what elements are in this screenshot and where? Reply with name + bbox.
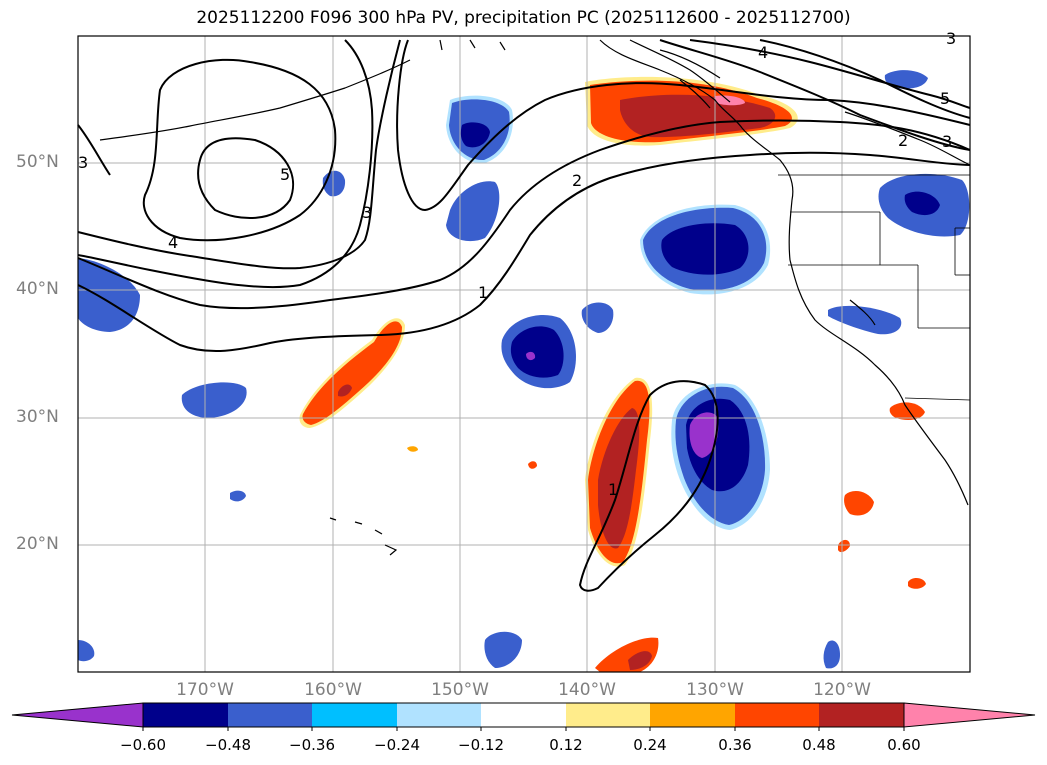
pv-contour-label: 5 <box>940 89 950 108</box>
pv-contour-label: 2 <box>898 131 908 150</box>
pv-contour-label: 4 <box>168 233 178 252</box>
colorbar-segment <box>650 703 735 727</box>
pv-contour-label: 1 <box>608 480 618 499</box>
colorbar-tick-label: −0.12 <box>458 736 504 754</box>
precip-positive-blob <box>528 461 537 469</box>
pv-contour-4-left <box>142 58 337 242</box>
lon-label-160w: 160°W <box>304 680 362 700</box>
colorbar-segment <box>819 703 904 727</box>
precip-negative-blob <box>689 412 719 458</box>
precip-negative-blob <box>510 326 564 378</box>
colorbar-segment <box>228 703 312 727</box>
precip-positive-blob <box>338 384 352 397</box>
pv-contour-label: 1 <box>478 283 488 302</box>
lat-label-20n: 20°N <box>16 534 59 554</box>
map-title: 2025112200 F096 300 hPa PV, precipitatio… <box>196 8 851 28</box>
precip-positive-blob <box>715 95 745 106</box>
colorbar-segment <box>481 703 566 727</box>
colorbar-tick-label: 0.48 <box>802 736 836 754</box>
precip-negative-blob <box>78 258 140 332</box>
pv-contour-label: 2 <box>572 171 582 190</box>
precip-positive-blob <box>844 490 874 516</box>
colorbar-segment <box>143 703 228 727</box>
contour-label-layer: 5 4 3 5 3 2 3 2 1 1 4 3 <box>78 29 956 499</box>
colorbar-segment <box>735 703 819 727</box>
graticule <box>78 36 970 672</box>
pv-contour-2-band <box>77 119 971 310</box>
colorbar-min-arrow <box>11 702 144 728</box>
precip-negative-blob <box>828 305 902 335</box>
pv-contour-label: 3 <box>362 203 372 222</box>
precip-negative-blob <box>661 223 749 275</box>
precip-positive-blob <box>620 94 776 138</box>
precip-positive-blob <box>302 321 402 425</box>
lon-label-120w: 120°W <box>813 680 871 700</box>
precip-negative-blob <box>904 191 940 216</box>
lat-label-40n: 40°N <box>16 279 59 299</box>
pv-contour-4-top <box>659 39 971 151</box>
plot-border <box>77 35 971 673</box>
pv-contour-1-band <box>77 151 971 353</box>
colorbar-segment <box>397 703 481 727</box>
precip-negative-blob <box>181 382 247 418</box>
precip-positive-blob <box>889 402 925 420</box>
precip-negative-blob <box>484 631 522 668</box>
pv-contour-label: 5 <box>280 165 290 184</box>
lat-label-30n: 30°N <box>16 407 59 427</box>
colorbar-max-arrow <box>903 702 1036 728</box>
precip-negative-blob <box>581 302 614 333</box>
precip-positive-blob <box>628 651 652 670</box>
pv-contour-5-top <box>689 39 971 109</box>
precip-negative-blob <box>526 351 536 361</box>
pv-contour-label: 3 <box>946 29 956 48</box>
pv-contour-label: 3 <box>942 132 952 151</box>
colorbar-segment <box>566 703 650 727</box>
precip-negative-blob <box>460 122 490 148</box>
pv-contours <box>77 39 971 592</box>
colorbar-segment <box>312 703 397 727</box>
lat-label-50n: 50°N <box>16 152 59 172</box>
pv-contour-label: 3 <box>78 153 88 172</box>
colorbar-tick-label: 0.36 <box>718 736 752 754</box>
lon-label-170w: 170°W <box>176 680 234 700</box>
pv-contour-label: 4 <box>758 43 768 62</box>
precip-negative-blob <box>446 181 500 242</box>
colorbar-tick-label: 0.12 <box>549 736 583 754</box>
precip-negative-blob <box>230 490 246 502</box>
precip-positive-blob <box>908 578 926 589</box>
pv-contour-1-loop <box>578 380 719 592</box>
precip-negative-blob <box>884 70 928 89</box>
lon-label-150w: 150°W <box>431 680 489 700</box>
lon-label-130w: 130°W <box>686 680 744 700</box>
colorbar-tick-label: −0.24 <box>374 736 420 754</box>
colorbar-tick-label: −0.60 <box>120 736 166 754</box>
precip-fill-layer <box>78 70 970 672</box>
colorbar-tick-label: −0.48 <box>205 736 251 754</box>
precip-positive-blob <box>598 408 640 549</box>
precip-positive-blob <box>407 446 418 452</box>
precip-negative-blob <box>78 640 95 662</box>
precip-positive-blob <box>838 539 850 553</box>
lon-label-140w: 140°W <box>558 680 616 700</box>
pv-contour-4-band <box>77 39 401 270</box>
pv-contour-3-left <box>77 39 374 289</box>
colorbar-tick-label: 0.24 <box>633 736 667 754</box>
political-borders <box>778 174 971 401</box>
coastlines <box>99 39 971 556</box>
colorbar-tick-label: 0.60 <box>887 736 921 754</box>
colorbar <box>11 702 1036 731</box>
pv-contour-5-left <box>197 137 295 219</box>
precip-negative-blob <box>823 640 840 669</box>
colorbar-tick-label: −0.36 <box>289 736 335 754</box>
pv-contour-3-ne <box>759 39 971 119</box>
